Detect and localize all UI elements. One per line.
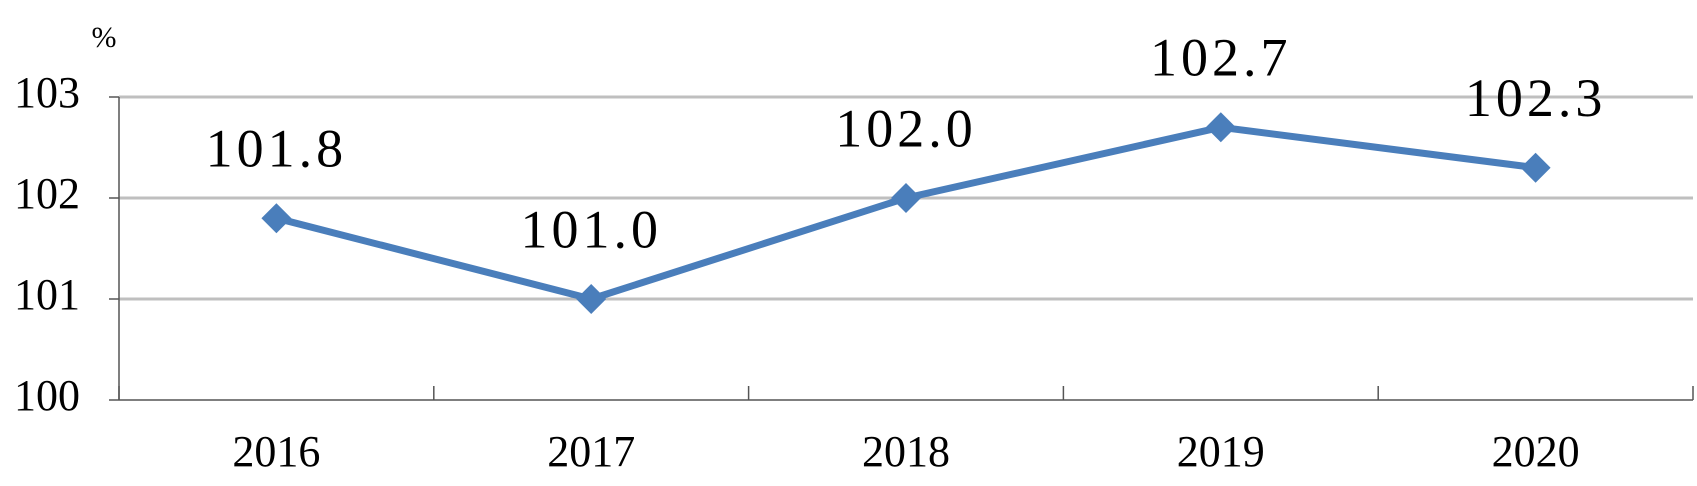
data-marker	[1520, 152, 1551, 183]
data-marker	[891, 183, 921, 213]
y-tick-label: 100	[14, 371, 80, 420]
data-label: 101.0	[520, 199, 662, 259]
data-marker	[1205, 112, 1236, 143]
x-tick-label: 2018	[862, 427, 950, 476]
data-label: 102.7	[1150, 28, 1292, 88]
data-marker	[576, 284, 607, 314]
y-tick-label: 102	[14, 169, 80, 218]
data-marker	[261, 203, 292, 234]
y-axis-label: %	[92, 21, 117, 54]
data-label: 102.3	[1465, 68, 1607, 128]
data-label: 101.8	[206, 119, 348, 179]
data-label: 102.0	[835, 98, 977, 158]
x-tick-label: 2019	[1177, 427, 1265, 476]
x-tick-label: 2020	[1492, 427, 1580, 476]
x-tick-label: 2017	[547, 427, 635, 476]
y-tick-label: 101	[14, 270, 80, 319]
x-tick-label: 2016	[232, 427, 320, 476]
y-tick-label: 103	[14, 68, 80, 117]
